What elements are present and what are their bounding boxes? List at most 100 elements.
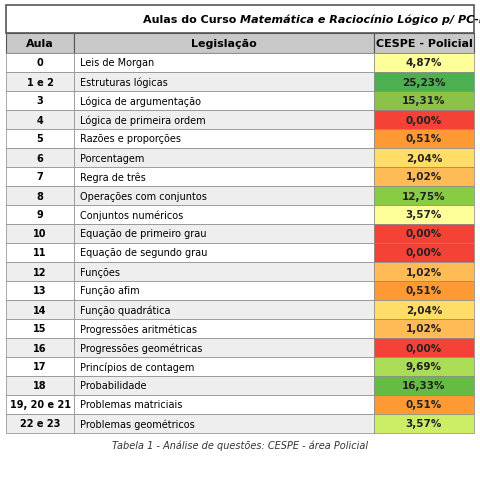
Text: 19, 20 e 21: 19, 20 e 21 — [10, 400, 71, 409]
Text: Lógica de argumentação: Lógica de argumentação — [80, 96, 201, 107]
Bar — [74, 34, 374, 54]
Text: 17: 17 — [33, 362, 47, 372]
Text: Função afim: Função afim — [80, 286, 140, 296]
Text: Operações com conjuntos: Operações com conjuntos — [80, 191, 207, 201]
Bar — [6, 281, 74, 300]
Text: 14: 14 — [33, 305, 47, 315]
Text: 11: 11 — [33, 248, 47, 258]
Text: 4,87%: 4,87% — [406, 59, 442, 68]
Bar — [74, 73, 374, 92]
Bar — [74, 376, 374, 395]
Bar — [74, 414, 374, 433]
Text: 12,75%: 12,75% — [402, 191, 446, 201]
Text: Aula: Aula — [26, 39, 54, 49]
Bar — [374, 243, 474, 263]
Bar — [6, 149, 74, 168]
Text: 16: 16 — [33, 343, 47, 353]
Bar — [74, 225, 374, 243]
Bar — [6, 168, 74, 187]
Bar — [6, 243, 74, 263]
Text: Legislação: Legislação — [191, 39, 257, 49]
Text: 6: 6 — [36, 153, 43, 163]
Bar — [6, 6, 474, 34]
Bar — [74, 92, 374, 111]
Text: Equação de segundo grau: Equação de segundo grau — [80, 248, 207, 258]
Text: Lógica de primeira ordem: Lógica de primeira ordem — [80, 115, 205, 125]
Text: 15,31%: 15,31% — [402, 96, 446, 106]
Bar — [74, 243, 374, 263]
Text: 1 e 2: 1 e 2 — [26, 77, 53, 87]
Text: Conjuntos numéricos: Conjuntos numéricos — [80, 210, 183, 220]
Bar — [6, 414, 74, 433]
Text: 5: 5 — [36, 134, 43, 144]
Text: 10: 10 — [33, 229, 47, 239]
Bar — [6, 376, 74, 395]
Bar — [74, 395, 374, 414]
Bar — [6, 54, 74, 73]
Text: CESPE - Policial: CESPE - Policial — [376, 39, 472, 49]
Bar — [74, 300, 374, 319]
Text: Leis de Morgan: Leis de Morgan — [80, 59, 154, 68]
Text: 0,51%: 0,51% — [406, 286, 442, 296]
Bar — [374, 281, 474, 300]
Text: 25,23%: 25,23% — [402, 77, 446, 87]
Text: Função quadrática: Função quadrática — [80, 305, 170, 315]
Bar — [374, 414, 474, 433]
Text: Aulas do Curso: Aulas do Curso — [143, 15, 240, 25]
Bar — [6, 357, 74, 376]
Bar — [374, 338, 474, 357]
Bar — [74, 111, 374, 130]
Bar — [374, 225, 474, 243]
Text: Tabela 1 - Análise de questões: CESPE - área Policial: Tabela 1 - Análise de questões: CESPE - … — [112, 440, 368, 450]
Text: 0,51%: 0,51% — [406, 134, 442, 144]
Text: Progressões aritméticas: Progressões aritméticas — [80, 324, 197, 334]
Text: 0,00%: 0,00% — [406, 229, 442, 239]
Text: Princípios de contagem: Princípios de contagem — [80, 361, 194, 372]
Bar — [6, 130, 74, 149]
Text: 7: 7 — [36, 172, 43, 182]
Bar — [6, 34, 74, 54]
Bar — [6, 395, 74, 414]
Bar — [74, 168, 374, 187]
Bar — [374, 168, 474, 187]
Text: 4: 4 — [36, 115, 43, 125]
Text: Progressões geométricas: Progressões geométricas — [80, 343, 203, 353]
Text: Porcentagem: Porcentagem — [80, 153, 144, 163]
Text: 12: 12 — [33, 267, 47, 277]
Bar — [374, 357, 474, 376]
Bar — [374, 73, 474, 92]
Bar — [74, 338, 374, 357]
Bar — [374, 54, 474, 73]
Text: 0,51%: 0,51% — [406, 400, 442, 409]
Text: 1,02%: 1,02% — [406, 267, 442, 277]
Bar — [374, 111, 474, 130]
Bar — [74, 263, 374, 281]
Bar — [374, 92, 474, 111]
Bar — [74, 319, 374, 338]
Text: 3,57%: 3,57% — [406, 419, 442, 429]
Text: Probabilidade: Probabilidade — [80, 381, 146, 391]
Bar — [6, 187, 74, 205]
Text: Equação de primeiro grau: Equação de primeiro grau — [80, 229, 206, 239]
Bar — [74, 149, 374, 168]
Bar — [374, 205, 474, 225]
Text: 0,00%: 0,00% — [406, 115, 442, 125]
Bar — [6, 338, 74, 357]
Text: 2,04%: 2,04% — [406, 153, 442, 163]
Bar — [374, 376, 474, 395]
Text: Razões e proporções: Razões e proporções — [80, 134, 181, 144]
Bar — [6, 263, 74, 281]
Bar — [74, 357, 374, 376]
Text: Problemas matriciais: Problemas matriciais — [80, 400, 182, 409]
Bar — [6, 319, 74, 338]
Text: 8: 8 — [36, 191, 43, 201]
Bar — [74, 130, 374, 149]
Text: 2,04%: 2,04% — [406, 305, 442, 315]
Text: 1,02%: 1,02% — [406, 324, 442, 334]
Bar — [6, 73, 74, 92]
Bar — [6, 300, 74, 319]
Text: 0,00%: 0,00% — [406, 248, 442, 258]
Bar — [6, 111, 74, 130]
Text: 0: 0 — [36, 59, 43, 68]
Bar — [374, 263, 474, 281]
